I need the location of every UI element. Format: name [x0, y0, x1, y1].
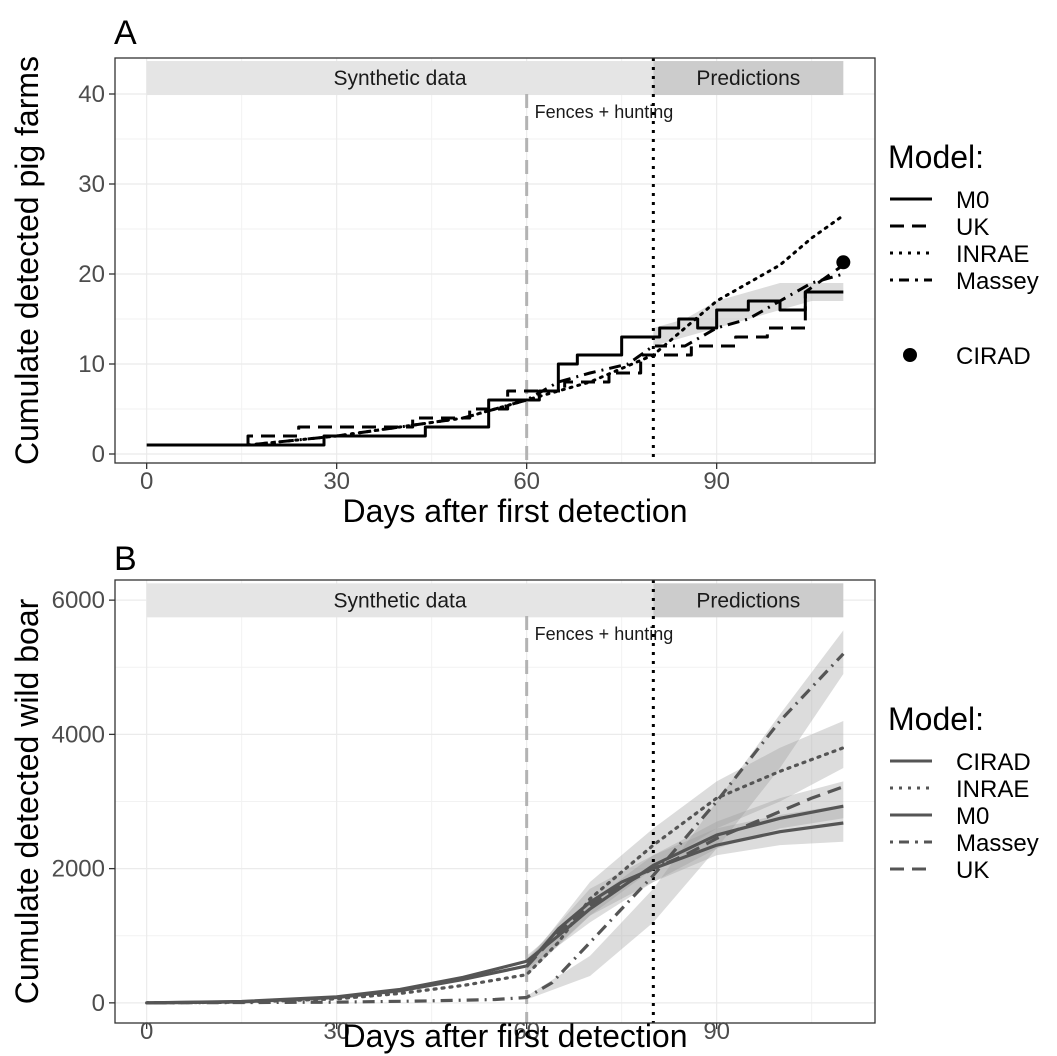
region-predictions — [653, 583, 844, 618]
y-axis-label: Cumulate detected pig farms — [9, 56, 45, 465]
series-line-m0 — [146, 821, 844, 1005]
region-label: Predictions — [696, 589, 800, 612]
plot-border — [114, 57, 876, 464]
region-synthetic-data — [146, 61, 654, 96]
x-tick-label: 0 — [140, 468, 153, 495]
x-tick-label: 0 — [140, 1018, 153, 1045]
series-line-m0 — [146, 290, 844, 447]
confidence-bands — [653, 283, 844, 346]
x-tick-label: 30 — [323, 468, 350, 495]
y-axis-label: Cumulate detected wild boar — [9, 598, 45, 1004]
x-tick-label: 90 — [703, 468, 730, 495]
y-tick-label: 0 — [92, 441, 105, 468]
y-tick-label: 6000 — [52, 587, 105, 614]
legend-label-m0: M0 — [956, 187, 989, 214]
legend-title: Model: — [888, 139, 984, 175]
y-tick-label: 4000 — [52, 721, 105, 748]
x-axis-label: Days after first detection — [342, 493, 687, 529]
x-tick-label: 60 — [513, 1018, 540, 1045]
legend-label-cirad: CIRAD — [956, 749, 1031, 776]
panel-label: A — [114, 14, 137, 52]
legend-title: Model: — [888, 701, 984, 737]
y-tick-label: 10 — [78, 351, 105, 378]
plot-border — [114, 579, 876, 1024]
x-tick-label: 90 — [703, 1018, 730, 1045]
legend-label-inrae: INRAE — [956, 776, 1029, 803]
panel-label: B — [114, 540, 137, 578]
series-line-uk — [525, 785, 844, 968]
point-cirad — [836, 255, 851, 270]
y-tick-label: 2000 — [52, 856, 105, 883]
band-m0 — [526, 804, 844, 973]
band-cirad — [526, 781, 844, 970]
series-line-massey — [146, 652, 845, 1005]
y-tick-label: 40 — [78, 81, 105, 108]
x-tick-label: 60 — [513, 468, 540, 495]
x-axis-label: Days after first detection — [342, 1018, 687, 1054]
y-tick-label: 30 — [78, 171, 105, 198]
x-tick-label: 30 — [323, 1018, 350, 1045]
legend-label-inrae: INRAE — [956, 241, 1029, 268]
series-line-massey — [247, 272, 844, 447]
y-tick-label: 0 — [92, 990, 105, 1017]
annotation-fences-hunting: Fences + hunting — [535, 624, 674, 644]
panel-a: Synthetic data Predictions Fences + huntin… — [9, 14, 1039, 529]
band-m0 — [653, 283, 844, 346]
region-predictions — [653, 61, 844, 96]
annotation-fences-hunting: Fences + hunting — [535, 102, 674, 122]
legend-label-uk: UK — [956, 214, 989, 241]
region-synthetic-data — [146, 583, 654, 618]
legend-key-cirad — [903, 348, 917, 362]
panel-b: Synthetic data Predictions Fences + huntin… — [9, 540, 1039, 1054]
region-label: Synthetic data — [333, 589, 466, 612]
y-tick-label: 20 — [78, 261, 105, 288]
legend-label-uk: UK — [956, 857, 989, 884]
legend-label-massey: Massey — [956, 830, 1039, 857]
region-label: Synthetic data — [333, 67, 466, 90]
legend-label-massey: Massey — [956, 268, 1039, 295]
legend-label-cirad: CIRAD — [956, 343, 1031, 370]
plot-background — [115, 58, 875, 463]
region-label: Predictions — [696, 67, 800, 90]
legend-label-m0: M0 — [956, 803, 989, 830]
series-line-inrae — [246, 214, 845, 447]
series-line-uk — [246, 263, 845, 445]
